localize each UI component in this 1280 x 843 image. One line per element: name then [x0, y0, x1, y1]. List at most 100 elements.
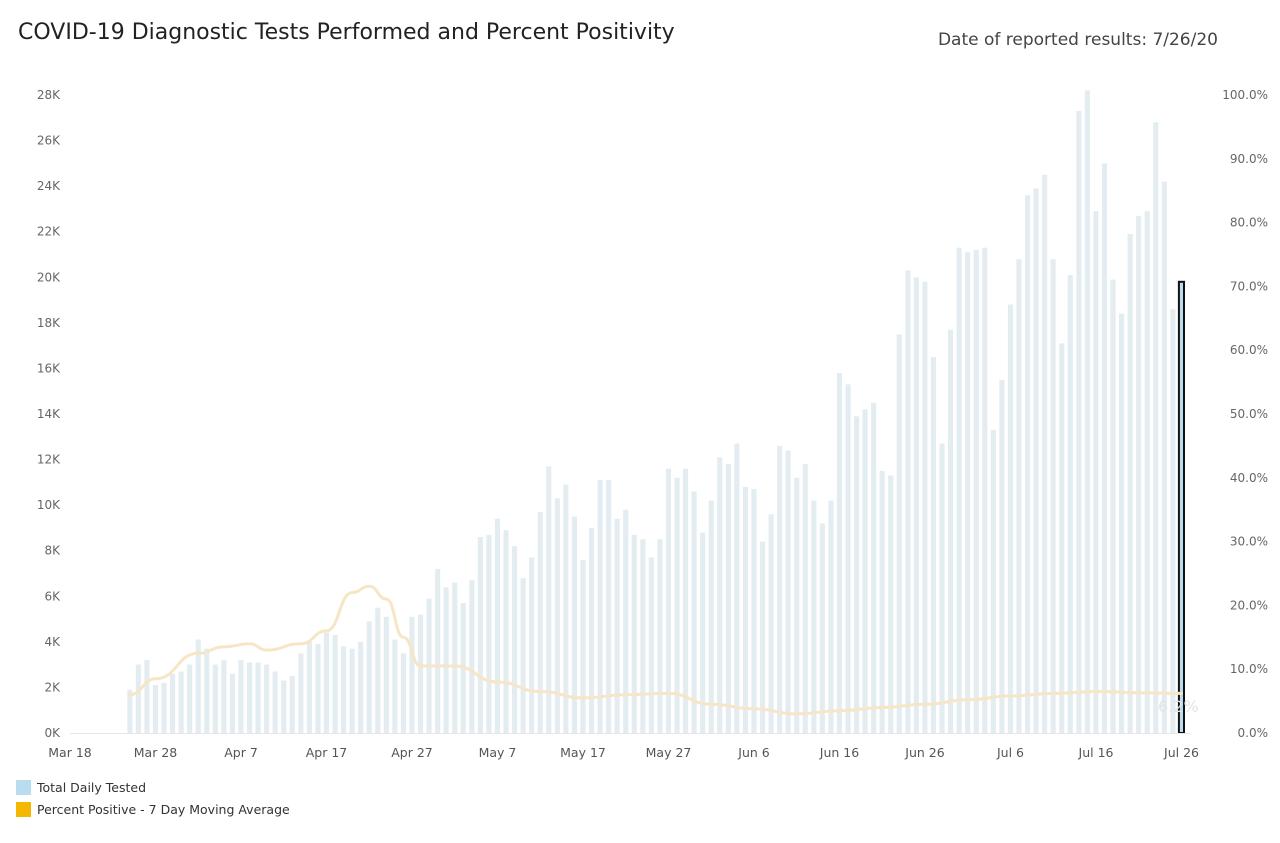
legend-swatch-blue — [16, 780, 31, 795]
bar — [195, 639, 201, 733]
bar — [238, 660, 244, 733]
bar — [418, 614, 424, 733]
bar — [349, 648, 355, 733]
bar — [1067, 275, 1073, 733]
bar — [1042, 174, 1048, 734]
y-tick-label: 20K — [37, 270, 61, 284]
bar — [948, 329, 954, 733]
bar — [503, 530, 509, 733]
bar — [383, 616, 389, 733]
page-title: COVID-19 Diagnostic Tests Performed and … — [18, 20, 675, 45]
bar — [768, 514, 774, 733]
left-axis: 0K 2K 4K 6K 8K 10K 12K 14K 16K 18K 20K 22K 24K 26K 28K — [37, 88, 61, 740]
bar — [127, 689, 133, 733]
bar — [1076, 111, 1082, 733]
bar — [289, 676, 295, 733]
bar — [341, 646, 347, 733]
bar — [477, 537, 483, 733]
bar — [178, 671, 184, 733]
bar — [836, 373, 842, 733]
bar — [520, 578, 526, 733]
bar — [589, 527, 595, 733]
y-right-tick-label: 60.0% — [1230, 343, 1268, 357]
bar — [537, 512, 543, 733]
bar — [1007, 304, 1013, 733]
x-tick-label: Jun 16 — [819, 745, 859, 760]
bar — [221, 660, 227, 733]
last-value-label: 6.2% — [1158, 697, 1199, 716]
legend-item-percent-positive[interactable]: Percent Positive - 7 Day Moving Average — [16, 802, 290, 817]
bar — [392, 639, 398, 733]
bar — [828, 500, 834, 733]
y-right-tick-label: 50.0% — [1230, 407, 1268, 421]
bar — [135, 664, 141, 733]
bar — [640, 539, 646, 733]
bar — [631, 534, 637, 733]
bar — [674, 477, 680, 733]
bar — [691, 491, 697, 733]
bar — [1177, 280, 1186, 734]
x-axis: Mar 18 Mar 28 Apr 7 Apr 17 Apr 27 May 7 May 17… — [48, 745, 1199, 760]
y-tick-label: 28K — [37, 88, 61, 102]
y-right-tick-label: 70.0% — [1230, 279, 1268, 293]
x-tick-label: Mar 18 — [48, 745, 92, 760]
bar — [1127, 234, 1133, 733]
bar — [657, 539, 663, 733]
bar — [170, 673, 176, 733]
bar — [862, 409, 868, 733]
bar — [794, 477, 800, 733]
bar — [614, 518, 620, 733]
bar — [281, 680, 287, 733]
bar — [1093, 211, 1099, 733]
bar — [1033, 188, 1039, 733]
bar — [375, 607, 381, 733]
bar — [665, 468, 671, 733]
bar — [597, 480, 603, 733]
x-tick-label: Jun 6 — [737, 745, 770, 760]
bar — [580, 559, 586, 733]
bar — [888, 475, 894, 733]
bar — [896, 334, 902, 734]
bar — [717, 457, 723, 733]
bar — [777, 445, 783, 733]
y-tick-label: 22K — [37, 225, 61, 239]
x-tick-label: Jul 26 — [1163, 745, 1199, 760]
bar — [144, 660, 150, 733]
bar — [845, 384, 851, 733]
bar — [1136, 215, 1142, 734]
bar — [435, 568, 441, 733]
bar — [708, 500, 714, 733]
y-tick-label: 0K — [44, 726, 61, 740]
bar — [306, 641, 312, 733]
y-tick-label: 10K — [37, 498, 61, 512]
bar — [315, 644, 321, 733]
bar — [999, 379, 1005, 733]
bar — [785, 450, 791, 733]
legend-item-total-tested[interactable]: Total Daily Tested — [16, 780, 146, 795]
bar — [1059, 343, 1065, 733]
bar — [554, 498, 560, 733]
bar — [939, 443, 945, 733]
bar — [494, 518, 500, 733]
y-right-tick-label: 90.0% — [1230, 152, 1268, 166]
y-tick-label: 14K — [37, 407, 61, 421]
bar — [486, 534, 492, 733]
y-tick-label: 4K — [44, 635, 61, 649]
legend-swatch-orange — [16, 802, 31, 817]
x-tick-label: May 17 — [560, 745, 606, 760]
y-right-tick-label: 40.0% — [1230, 471, 1268, 485]
bar — [734, 443, 740, 733]
y-tick-label: 24K — [37, 179, 61, 193]
bar — [272, 671, 278, 733]
bar — [802, 464, 808, 733]
bar — [546, 466, 552, 733]
bar — [400, 653, 406, 734]
line-series-percent-positive — [128, 584, 1183, 716]
bar — [725, 464, 731, 733]
bar — [512, 546, 518, 733]
bar — [990, 429, 996, 733]
x-tick-label: May 7 — [479, 745, 517, 760]
bar — [1153, 122, 1159, 734]
y-tick-label: 16K — [37, 361, 61, 375]
bar — [700, 532, 706, 733]
